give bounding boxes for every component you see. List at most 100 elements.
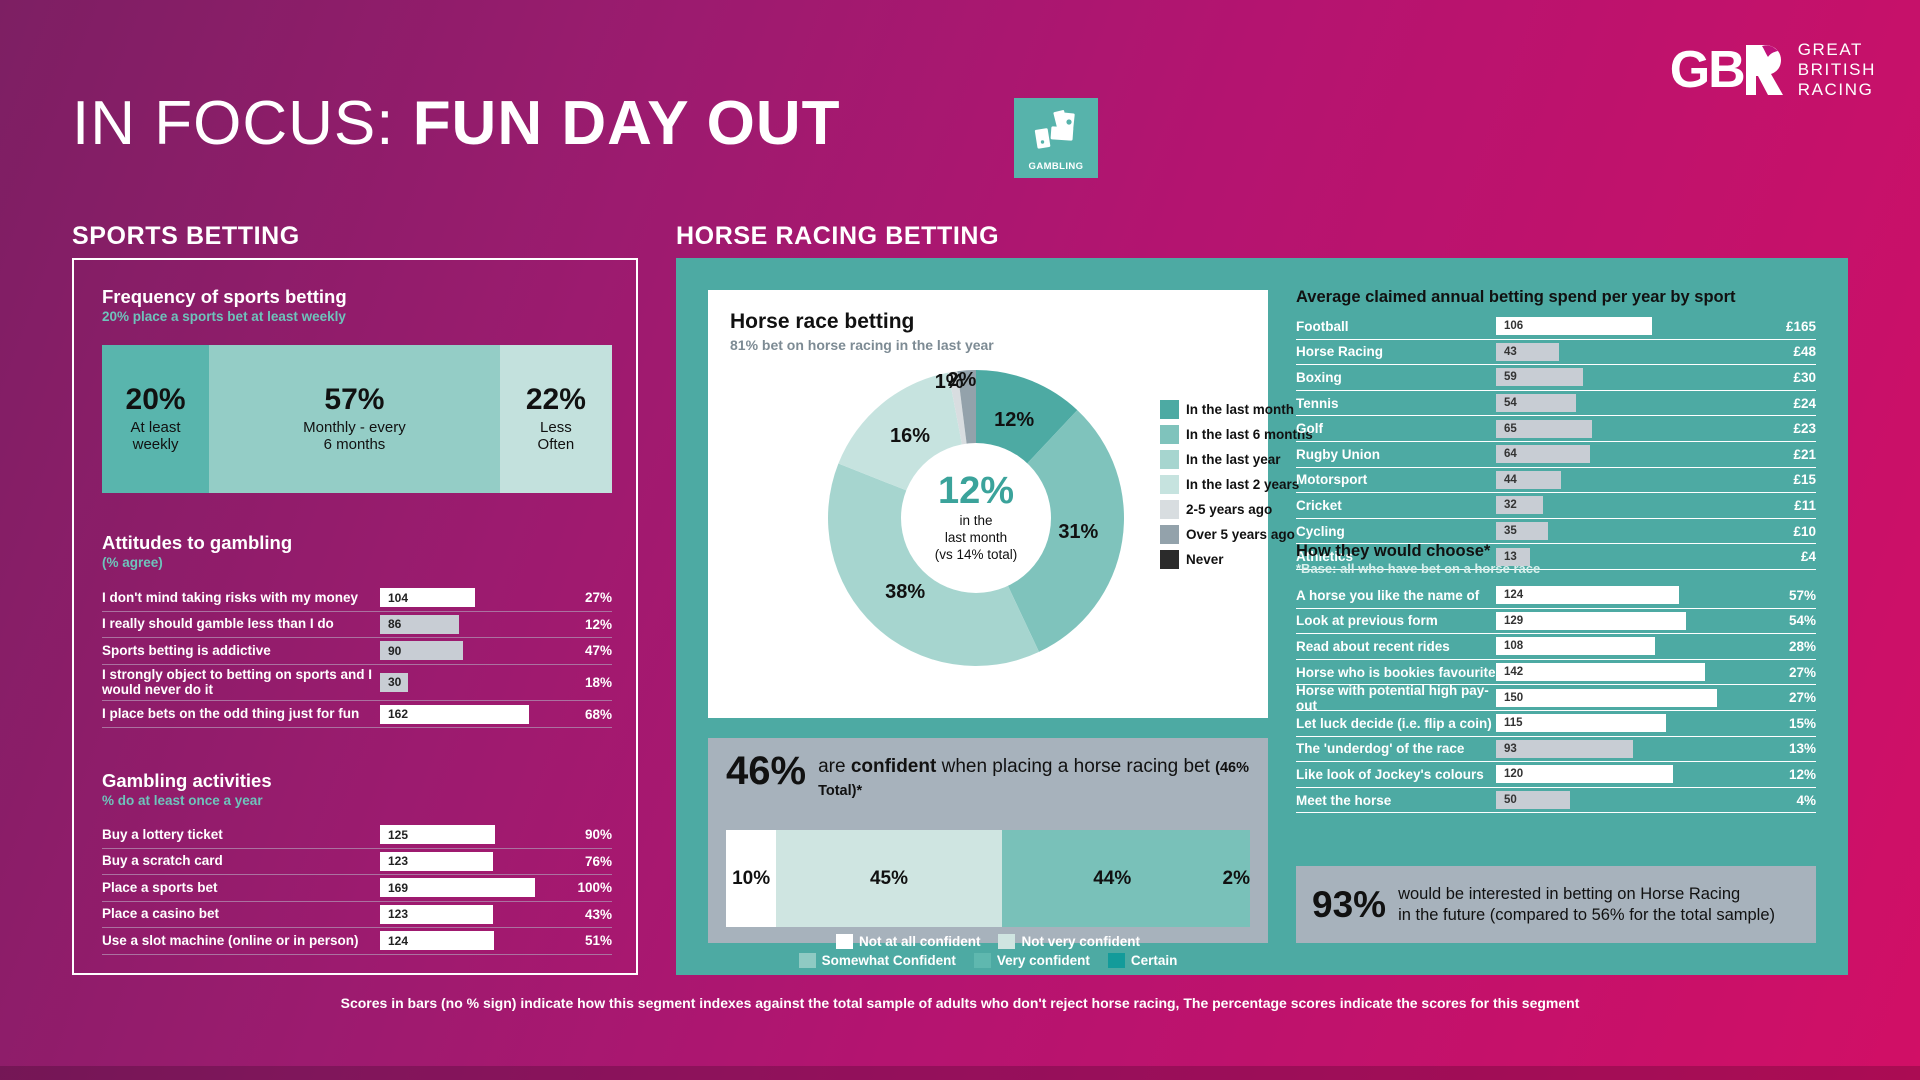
legend-item: In the last 2 years xyxy=(1160,475,1313,494)
legend-label: In the last month xyxy=(1186,402,1294,417)
footer-note: Scores in bars (no % sign) indicate how … xyxy=(340,995,1580,1011)
row-label: Horse Racing xyxy=(1296,344,1384,360)
table-row: I really should gamble less than I do 86 1… xyxy=(102,612,612,638)
row-bar-wrap: 35 xyxy=(1496,522,1754,541)
row-index-bar: 44 xyxy=(1496,470,1561,489)
frequency-cell-value: 20% xyxy=(125,383,186,417)
table-row: I place bets on the odd thing just for f… xyxy=(102,701,612,728)
legend-item: Very confident xyxy=(973,953,1090,968)
table-row: Cycling 35 £10 xyxy=(1296,519,1816,545)
row-bar-wrap: 59 xyxy=(1496,368,1754,387)
row-value: £15 xyxy=(1793,472,1816,488)
row-bar-wrap: 65 xyxy=(1496,419,1754,438)
frequency-cell-0: 20% At least weekly xyxy=(102,345,210,493)
activities-block-header: Gambling activities % do at least once a… xyxy=(102,770,272,808)
row-index-bar: 104 xyxy=(380,588,476,608)
row-percent: 100% xyxy=(577,880,612,896)
donut-slice-label: 38% xyxy=(885,580,926,603)
row-percent: 12% xyxy=(584,616,612,632)
row-index-bar: 115 xyxy=(1496,714,1666,733)
row-bar-wrap: 169 xyxy=(380,878,545,898)
legend-swatch xyxy=(798,953,816,968)
frequency-cell-label: Less Often xyxy=(537,418,575,454)
legend-label: Somewhat Confident xyxy=(821,953,956,968)
row-label: A horse you like the name of xyxy=(1296,587,1480,603)
spend-table: Average claimed annual betting spend per… xyxy=(1296,288,1816,570)
confidence-segment-2: 44% xyxy=(1001,830,1223,927)
activities-subtitle: % do at least once a year xyxy=(102,793,263,808)
donut-center-annotation: 12% in the last month (vs 14% total) xyxy=(901,443,1051,593)
confidence-text-a: are xyxy=(818,756,851,777)
legend-swatch xyxy=(1107,953,1125,968)
row-index-bar: 123 xyxy=(380,851,493,871)
row-index-bar: 125 xyxy=(380,825,495,845)
legend-item: Somewhat Confident xyxy=(798,953,956,968)
row-bar-wrap: 44 xyxy=(1496,470,1754,489)
row-label: Let luck decide (i.e. flip a coin) xyxy=(1296,715,1492,731)
gbr-logo-letters: GB xyxy=(1669,41,1746,100)
confidence-text-bold: confident xyxy=(850,756,937,777)
row-value: 54% xyxy=(1788,613,1816,629)
row-bar-wrap: 123 xyxy=(380,851,545,871)
row-bar-wrap: 13 xyxy=(1496,547,1754,566)
row-value: 27% xyxy=(1788,664,1816,680)
table-row: Golf 65 £23 xyxy=(1296,416,1816,442)
confidence-stacked-bar: 10% 45% 44% 2% xyxy=(726,830,1251,927)
table-row: Let luck decide (i.e. flip a coin) 115 15% xyxy=(1296,711,1816,737)
confidence-headline-pct: 46% xyxy=(726,749,807,793)
legend-item: 2-5 years ago xyxy=(1160,500,1313,519)
row-value: 27% xyxy=(1788,690,1816,706)
activities-title: Gambling activities xyxy=(102,770,272,791)
row-value: £4 xyxy=(1800,549,1816,565)
row-index-bar: 65 xyxy=(1496,419,1592,438)
row-bar-wrap: 43 xyxy=(1496,342,1754,361)
confidence-card: 46% are confident when placing a horse r… xyxy=(708,738,1268,968)
row-percent: 76% xyxy=(584,853,612,869)
row-value: £21 xyxy=(1793,446,1816,462)
row-value: 12% xyxy=(1788,766,1816,782)
row-index-bar: 124 xyxy=(380,931,494,951)
donut-slice-label: 31% xyxy=(1058,521,1099,544)
row-bar-wrap: 115 xyxy=(1496,714,1754,733)
sports-betting-panel: Frequency of sports betting 20% place a … xyxy=(72,258,638,975)
page-title: IN FOCUS: FUN DAY OUT xyxy=(72,88,841,159)
row-index-bar: 124 xyxy=(1496,586,1679,605)
row-bar-wrap: 86 xyxy=(380,614,545,634)
table-row: I strongly object to betting on sports a… xyxy=(102,665,612,702)
frequency-cell-label: At least weekly xyxy=(130,418,181,454)
attitudes-table: I don't mind taking risks with my money 1… xyxy=(102,585,612,728)
frequency-cell-2: 22% Less Often xyxy=(499,345,612,493)
donut-center-caption: in the last month (vs 14% total) xyxy=(935,513,1018,564)
row-percent: 27% xyxy=(584,590,612,606)
row-value: 15% xyxy=(1788,715,1816,731)
row-percent: 18% xyxy=(584,674,612,690)
row-label: Rugby Union xyxy=(1296,446,1380,462)
table-row: The 'underdog' of the race 93 13% xyxy=(1296,737,1816,763)
future-interest-line1: would be interested in betting on Horse … xyxy=(1398,885,1741,904)
donut-center-line3: (vs 14% total) xyxy=(934,546,1018,562)
row-label: Horse who is bookies favourite xyxy=(1296,664,1496,680)
frequency-subtitle: 20% place a sports bet at least weekly xyxy=(102,309,346,324)
row-bar-wrap: 108 xyxy=(1496,637,1754,656)
donut-card-subtitle: 81% bet on horse racing in the last year xyxy=(730,337,994,353)
donut-center-line1: in the xyxy=(959,513,993,529)
frequency-title: Frequency of sports betting xyxy=(102,286,347,307)
row-index-bar: 59 xyxy=(1496,368,1583,387)
gbr-logo-mark: GB xyxy=(1670,43,1786,97)
row-bar-wrap: 123 xyxy=(380,904,545,924)
donut-center-line2: last month xyxy=(944,530,1008,546)
row-bar-wrap: 150 xyxy=(1496,688,1754,707)
row-bar-wrap: 104 xyxy=(380,588,545,608)
row-index-bar: 35 xyxy=(1496,522,1548,541)
table-row: Use a slot machine (online or in person)… xyxy=(102,928,612,955)
table-row: Place a sports bet 169 100% xyxy=(102,875,612,902)
row-index-bar: 108 xyxy=(1496,637,1656,656)
donut-slice xyxy=(976,410,1124,652)
row-index-bar: 129 xyxy=(1496,611,1687,630)
horse-racing-panel: Horse race betting 81% bet on horse raci… xyxy=(676,258,1848,975)
row-label: Look at previous form xyxy=(1296,613,1438,629)
legend-swatch xyxy=(973,953,991,968)
row-percent: 43% xyxy=(584,906,612,922)
confidence-headline: 46% are confident when placing a horse r… xyxy=(726,749,1268,801)
choose-table-title-text: How they would choose* xyxy=(1296,542,1491,560)
